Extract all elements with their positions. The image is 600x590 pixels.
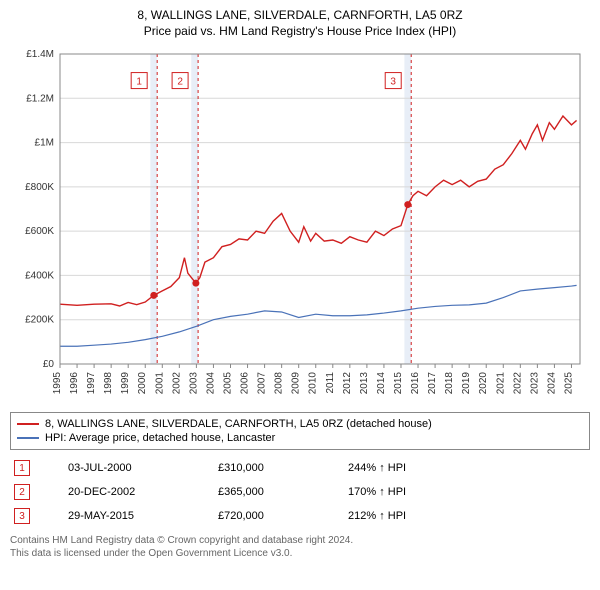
legend-item-hpi: HPI: Average price, detached house, Lanc…	[17, 431, 583, 445]
sale-badge: 2	[14, 484, 30, 500]
sale-price: £310,000	[218, 462, 348, 474]
legend-swatch	[17, 423, 39, 425]
sale-hpi: 212% ↑ HPI	[348, 510, 406, 522]
svg-text:2009: 2009	[291, 372, 302, 395]
svg-text:3: 3	[390, 77, 396, 88]
svg-text:2013: 2013	[359, 372, 370, 395]
svg-text:2015: 2015	[393, 372, 404, 395]
svg-text:1996: 1996	[69, 372, 80, 395]
svg-text:£1.4M: £1.4M	[26, 49, 54, 60]
svg-text:£1.2M: £1.2M	[26, 93, 54, 104]
svg-text:2016: 2016	[410, 372, 421, 395]
svg-text:1999: 1999	[120, 372, 131, 395]
sale-price: £720,000	[218, 510, 348, 522]
sale-date: 29-MAY-2015	[68, 510, 218, 522]
svg-text:2021: 2021	[495, 372, 506, 395]
svg-text:2007: 2007	[257, 372, 268, 395]
svg-text:2011: 2011	[325, 372, 336, 394]
chart-container: 8, WALLINGS LANE, SILVERDALE, CARNFORTH,…	[0, 0, 600, 590]
footer-line1: Contains HM Land Registry data © Crown c…	[10, 534, 590, 547]
sale-date: 03-JUL-2000	[68, 462, 218, 474]
svg-text:2022: 2022	[512, 372, 523, 395]
svg-text:2001: 2001	[154, 372, 165, 395]
svg-text:2019: 2019	[461, 372, 472, 395]
sale-row: 1 03-JUL-2000 £310,000 244% ↑ HPI	[10, 456, 590, 480]
legend-item-property: 8, WALLINGS LANE, SILVERDALE, CARNFORTH,…	[17, 417, 583, 431]
svg-text:1997: 1997	[86, 372, 97, 395]
chart-svg: £0 £200K £400K £600K £800K £1M £1.2M £1.4M 1995 1…	[10, 44, 590, 404]
sale-row: 2 20-DEC-2002 £365,000 170% ↑ HPI	[10, 480, 590, 504]
sale-badge: 3	[14, 508, 30, 524]
svg-text:1995: 1995	[52, 372, 63, 395]
svg-text:2004: 2004	[205, 372, 216, 395]
svg-text:2: 2	[177, 77, 183, 88]
svg-text:2003: 2003	[188, 372, 199, 395]
svg-text:2006: 2006	[240, 372, 251, 395]
svg-text:2014: 2014	[376, 372, 387, 395]
legend-label: 8, WALLINGS LANE, SILVERDALE, CARNFORTH,…	[45, 418, 432, 430]
svg-text:£1M: £1M	[35, 138, 54, 149]
svg-text:2010: 2010	[308, 372, 319, 395]
svg-text:2005: 2005	[222, 372, 233, 395]
svg-text:£400K: £400K	[25, 270, 54, 281]
svg-text:2012: 2012	[342, 372, 353, 395]
chart-area: £0 £200K £400K £600K £800K £1M £1.2M £1.4M 1995 1…	[10, 44, 590, 404]
title-block: 8, WALLINGS LANE, SILVERDALE, CARNFORTH,…	[10, 8, 590, 38]
sale-row: 3 29-MAY-2015 £720,000 212% ↑ HPI	[10, 504, 590, 528]
svg-text:1: 1	[136, 77, 142, 88]
svg-text:2018: 2018	[444, 372, 455, 395]
svg-text:£800K: £800K	[25, 182, 54, 193]
svg-text:2002: 2002	[171, 372, 182, 395]
svg-text:2025: 2025	[563, 372, 574, 395]
footer-line2: This data is licensed under the Open Gov…	[10, 547, 590, 560]
legend: 8, WALLINGS LANE, SILVERDALE, CARNFORTH,…	[10, 412, 590, 450]
sales-table: 1 03-JUL-2000 £310,000 244% ↑ HPI 2 20-D…	[10, 456, 590, 528]
sale-price: £365,000	[218, 486, 348, 498]
legend-swatch	[17, 437, 39, 439]
sale-hpi: 244% ↑ HPI	[348, 462, 406, 474]
sale-date: 20-DEC-2002	[68, 486, 218, 498]
legend-label: HPI: Average price, detached house, Lanc…	[45, 432, 275, 444]
chart-title-line1: 8, WALLINGS LANE, SILVERDALE, CARNFORTH,…	[10, 8, 590, 22]
svg-text:2017: 2017	[427, 372, 438, 395]
svg-text:2024: 2024	[546, 372, 557, 395]
svg-text:2020: 2020	[478, 372, 489, 395]
chart-title-line2: Price paid vs. HM Land Registry's House …	[10, 24, 590, 38]
svg-text:1998: 1998	[103, 372, 114, 395]
svg-text:£200K: £200K	[25, 315, 54, 326]
footer: Contains HM Land Registry data © Crown c…	[10, 534, 590, 560]
sale-hpi: 170% ↑ HPI	[348, 486, 406, 498]
svg-text:2008: 2008	[274, 372, 285, 395]
sale-badge: 1	[14, 460, 30, 476]
svg-text:2023: 2023	[529, 372, 540, 395]
svg-text:£600K: £600K	[25, 226, 54, 237]
svg-text:£0: £0	[43, 359, 55, 370]
svg-text:2000: 2000	[137, 372, 148, 395]
